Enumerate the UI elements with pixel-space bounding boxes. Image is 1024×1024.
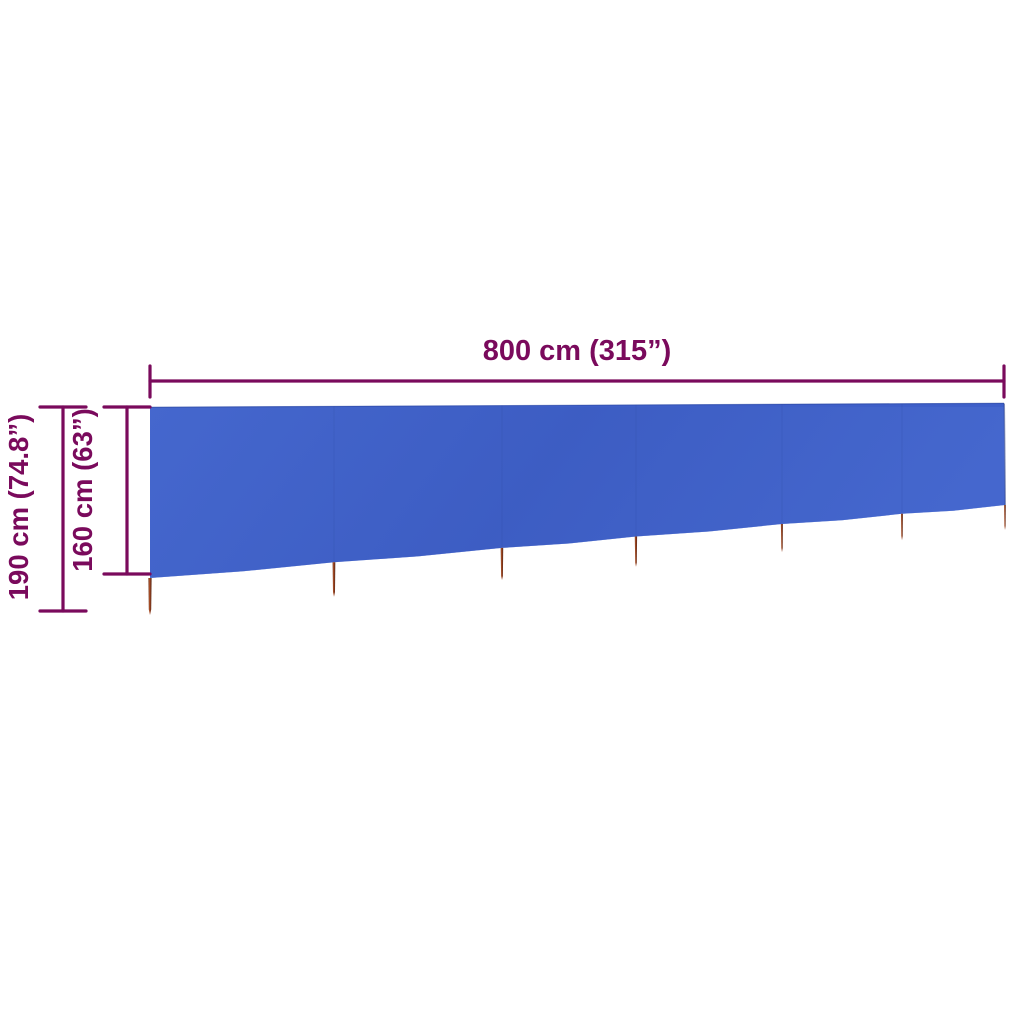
- svg-text:800 cm (315”): 800 cm (315”): [483, 335, 672, 367]
- svg-text:160 cm (63”): 160 cm (63”): [67, 408, 98, 572]
- svg-text:190 cm (74.8”): 190 cm (74.8”): [3, 414, 34, 601]
